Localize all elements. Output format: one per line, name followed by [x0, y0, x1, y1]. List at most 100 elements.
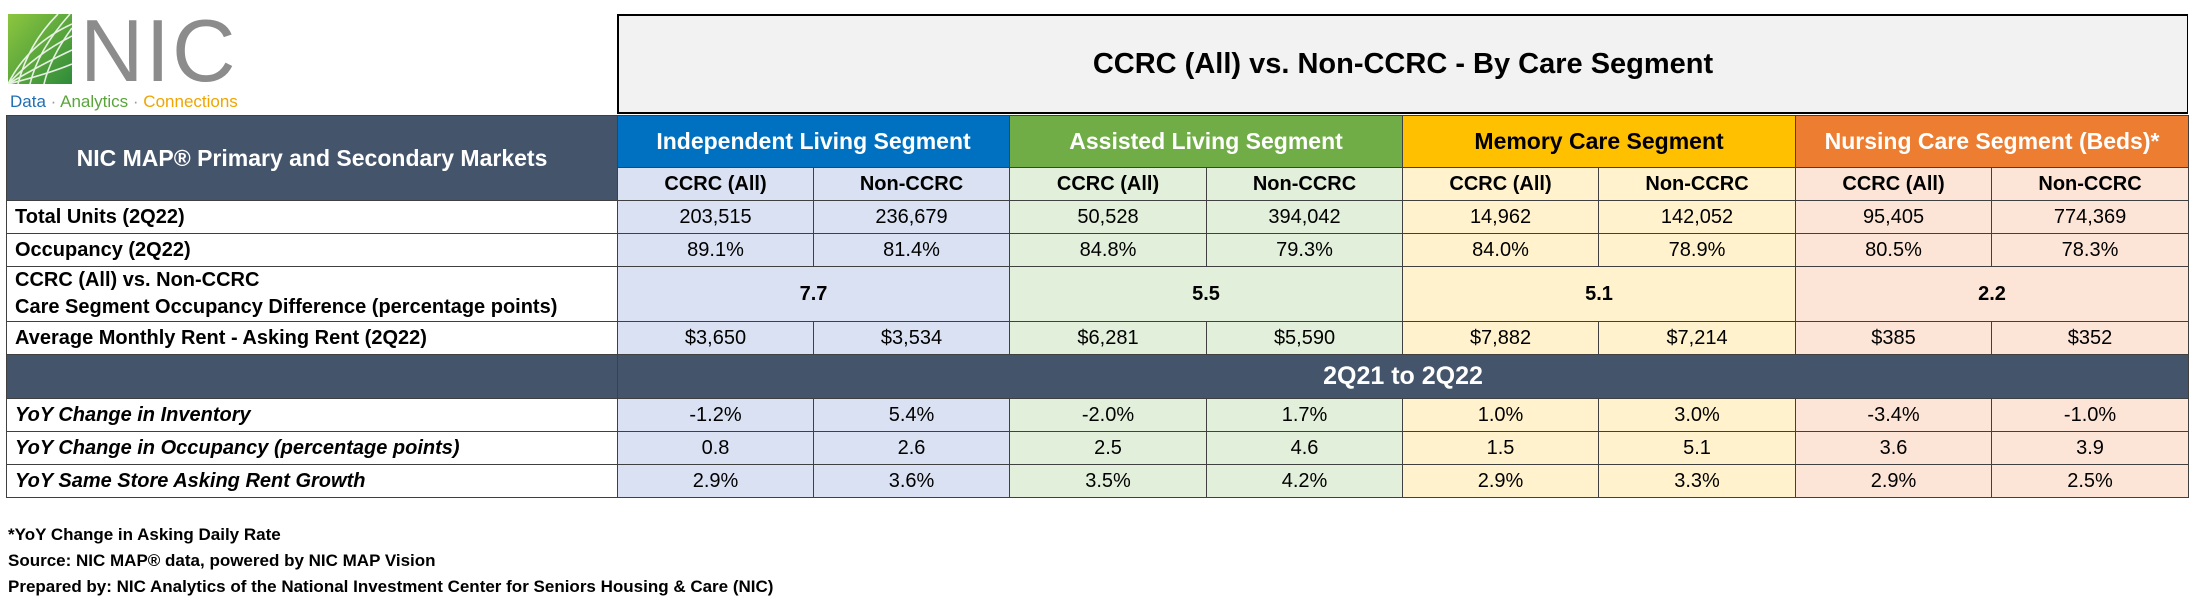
- subheader-non-ccrc: Non-CCRC: [1991, 167, 2190, 201]
- tagline-separator: ·: [132, 92, 139, 111]
- table-cell: 5.1: [1402, 266, 1797, 322]
- table-cell: 3.3%: [1598, 464, 1797, 498]
- subheader-ccrc: CCRC (All): [1402, 167, 1600, 201]
- table-row-yoy-rent-growth: YoY Same Store Asking Rent Growth 2.9% 3…: [6, 464, 2190, 498]
- period-row: 2Q21 to 2Q22: [6, 354, 2190, 399]
- table-cell: $6,281: [1009, 321, 1208, 355]
- table-cell: 84.0%: [1402, 233, 1600, 267]
- table-cell: $7,214: [1598, 321, 1797, 355]
- table-row-occupancy-difference: CCRC (All) vs. Non-CCRC Care Segment Occ…: [6, 266, 2190, 322]
- row-label: YoY Change in Inventory: [6, 398, 618, 432]
- table-cell: 2.5: [1009, 431, 1208, 465]
- table-cell: 3.6: [1795, 431, 1993, 465]
- table-cell: $3,534: [812, 321, 1011, 355]
- table-cell: 14,962: [1402, 200, 1600, 234]
- table-cell: 3.0%: [1598, 398, 1797, 432]
- table-cell: 78.3%: [1991, 233, 2190, 267]
- table-cell: -1.0%: [1991, 398, 2190, 432]
- table-cell: 2.6: [812, 431, 1011, 465]
- table-cell: 2.9%: [617, 464, 814, 498]
- table-cell: 394,042: [1206, 200, 1404, 234]
- nic-logo-icon: [8, 14, 72, 84]
- table-cell: 80.5%: [1795, 233, 1993, 267]
- table-cell: 95,405: [1795, 200, 1993, 234]
- markets-header: NIC MAP® Primary and Secondary Markets: [6, 115, 618, 201]
- logo-brand-text: NIC: [80, 1, 238, 100]
- row-label-line: Care Segment Occupancy Difference (perce…: [15, 296, 558, 318]
- table-cell: 50,528: [1009, 200, 1208, 234]
- subheader-ccrc: CCRC (All): [617, 167, 814, 201]
- segment-header-independent-living: Independent Living Segment: [616, 115, 1011, 168]
- table-cell: 3.6%: [812, 464, 1011, 498]
- table-cell: 5.1: [1598, 431, 1797, 465]
- logo-tagline: Data · Analytics · Connections: [10, 92, 238, 112]
- segment-header-assisted-living: Assisted Living Segment: [1009, 115, 1404, 168]
- table-cell: 4.6: [1206, 431, 1404, 465]
- table-row-occupancy: Occupancy (2Q22) 89.1% 81.4% 84.8% 79.3%…: [6, 233, 2190, 267]
- table-cell: 0.8: [617, 431, 814, 465]
- table-cell: 1.0%: [1402, 398, 1600, 432]
- table-cell: 89.1%: [617, 233, 814, 267]
- table-cell: 142,052: [1598, 200, 1797, 234]
- table-cell: 5.5: [1009, 266, 1404, 322]
- table-cell: 1.7%: [1206, 398, 1404, 432]
- table-cell: 203,515: [617, 200, 814, 234]
- segment-header-memory-care: Memory Care Segment: [1402, 115, 1797, 168]
- table-cell: 5.4%: [812, 398, 1011, 432]
- table-cell: -3.4%: [1795, 398, 1993, 432]
- table-cell: -1.2%: [617, 398, 814, 432]
- table-cell: 2.5%: [1991, 464, 2190, 498]
- subheader-row: CCRC (All) Non-CCRC CCRC (All) Non-CCRC …: [7, 167, 2190, 201]
- row-label: Total Units (2Q22): [6, 200, 618, 234]
- row-label: YoY Same Store Asking Rent Growth: [6, 464, 618, 498]
- row-label: YoY Change in Occupancy (percentage poin…: [6, 431, 618, 465]
- table-cell: $352: [1991, 321, 2190, 355]
- subheader-non-ccrc: Non-CCRC: [1598, 167, 1797, 201]
- row-label: Occupancy (2Q22): [6, 233, 618, 267]
- nic-logo: NIC Data · Analytics · Connections: [8, 1, 608, 114]
- table-cell: $385: [1795, 321, 1993, 355]
- table-cell: 2.9%: [1795, 464, 1993, 498]
- tagline-connections: Connections: [143, 92, 238, 111]
- table-cell: $3,650: [617, 321, 814, 355]
- tagline-analytics: Analytics: [60, 92, 129, 111]
- period-row-spacer: [6, 354, 618, 399]
- table-cell: $5,590: [1206, 321, 1404, 355]
- period-header: 2Q21 to 2Q22: [616, 354, 2190, 399]
- footnote-prepared-by: Prepared by: NIC Analytics of the Nation…: [8, 577, 774, 596]
- table-cell: 2.9%: [1402, 464, 1600, 498]
- subheader-non-ccrc: Non-CCRC: [812, 167, 1011, 201]
- footnotes: *YoY Change in Asking Daily Rate Source:…: [8, 522, 773, 600]
- subheader-ccrc: CCRC (All): [1795, 167, 1993, 201]
- table-cell: -2.0%: [1009, 398, 1208, 432]
- table-row-rent: Average Monthly Rent - Asking Rent (2Q22…: [6, 321, 2190, 355]
- table-row-yoy-occupancy: YoY Change in Occupancy (percentage poin…: [6, 431, 2190, 465]
- tagline-data: Data: [10, 92, 46, 111]
- table-cell: 4.2%: [1206, 464, 1404, 498]
- row-label-line: CCRC (All) vs. Non-CCRC: [15, 269, 260, 291]
- row-label: Average Monthly Rent - Asking Rent (2Q22…: [6, 321, 618, 355]
- page-title: CCRC (All) vs. Non-CCRC - By Care Segmen…: [617, 14, 2188, 114]
- table-cell: 79.3%: [1206, 233, 1404, 267]
- table-cell: $7,882: [1402, 321, 1600, 355]
- table-cell: 7.7: [616, 266, 1011, 322]
- segment-header-row: NIC MAP® Primary and Secondary Markets I…: [6, 115, 2190, 201]
- row-label: CCRC (All) vs. Non-CCRC Care Segment Occ…: [6, 266, 618, 322]
- footnote-asterisk: *YoY Change in Asking Daily Rate: [8, 525, 281, 544]
- table-cell: 3.5%: [1009, 464, 1208, 498]
- subheader-non-ccrc: Non-CCRC: [1206, 167, 1404, 201]
- table-cell: 84.8%: [1009, 233, 1208, 267]
- table-cell: 2.2: [1795, 266, 2190, 322]
- table-cell: 774,369: [1991, 200, 2190, 234]
- tagline-separator: ·: [50, 92, 57, 111]
- subheader-ccrc: CCRC (All): [1009, 167, 1208, 201]
- care-segment-table: NIC MAP® Primary and Secondary Markets I…: [6, 115, 2190, 498]
- table-cell: 3.9: [1991, 431, 2190, 465]
- table-cell: 1.5: [1402, 431, 1600, 465]
- table-cell: 81.4%: [812, 233, 1011, 267]
- table-row-total-units: Total Units (2Q22) 203,515 236,679 50,52…: [6, 200, 2190, 234]
- segment-header-nursing-care: Nursing Care Segment (Beds)*: [1795, 115, 2190, 168]
- table-cell: 236,679: [812, 200, 1011, 234]
- table-cell: 78.9%: [1598, 233, 1797, 267]
- footnote-source: Source: NIC MAP® data, powered by NIC MA…: [8, 551, 436, 570]
